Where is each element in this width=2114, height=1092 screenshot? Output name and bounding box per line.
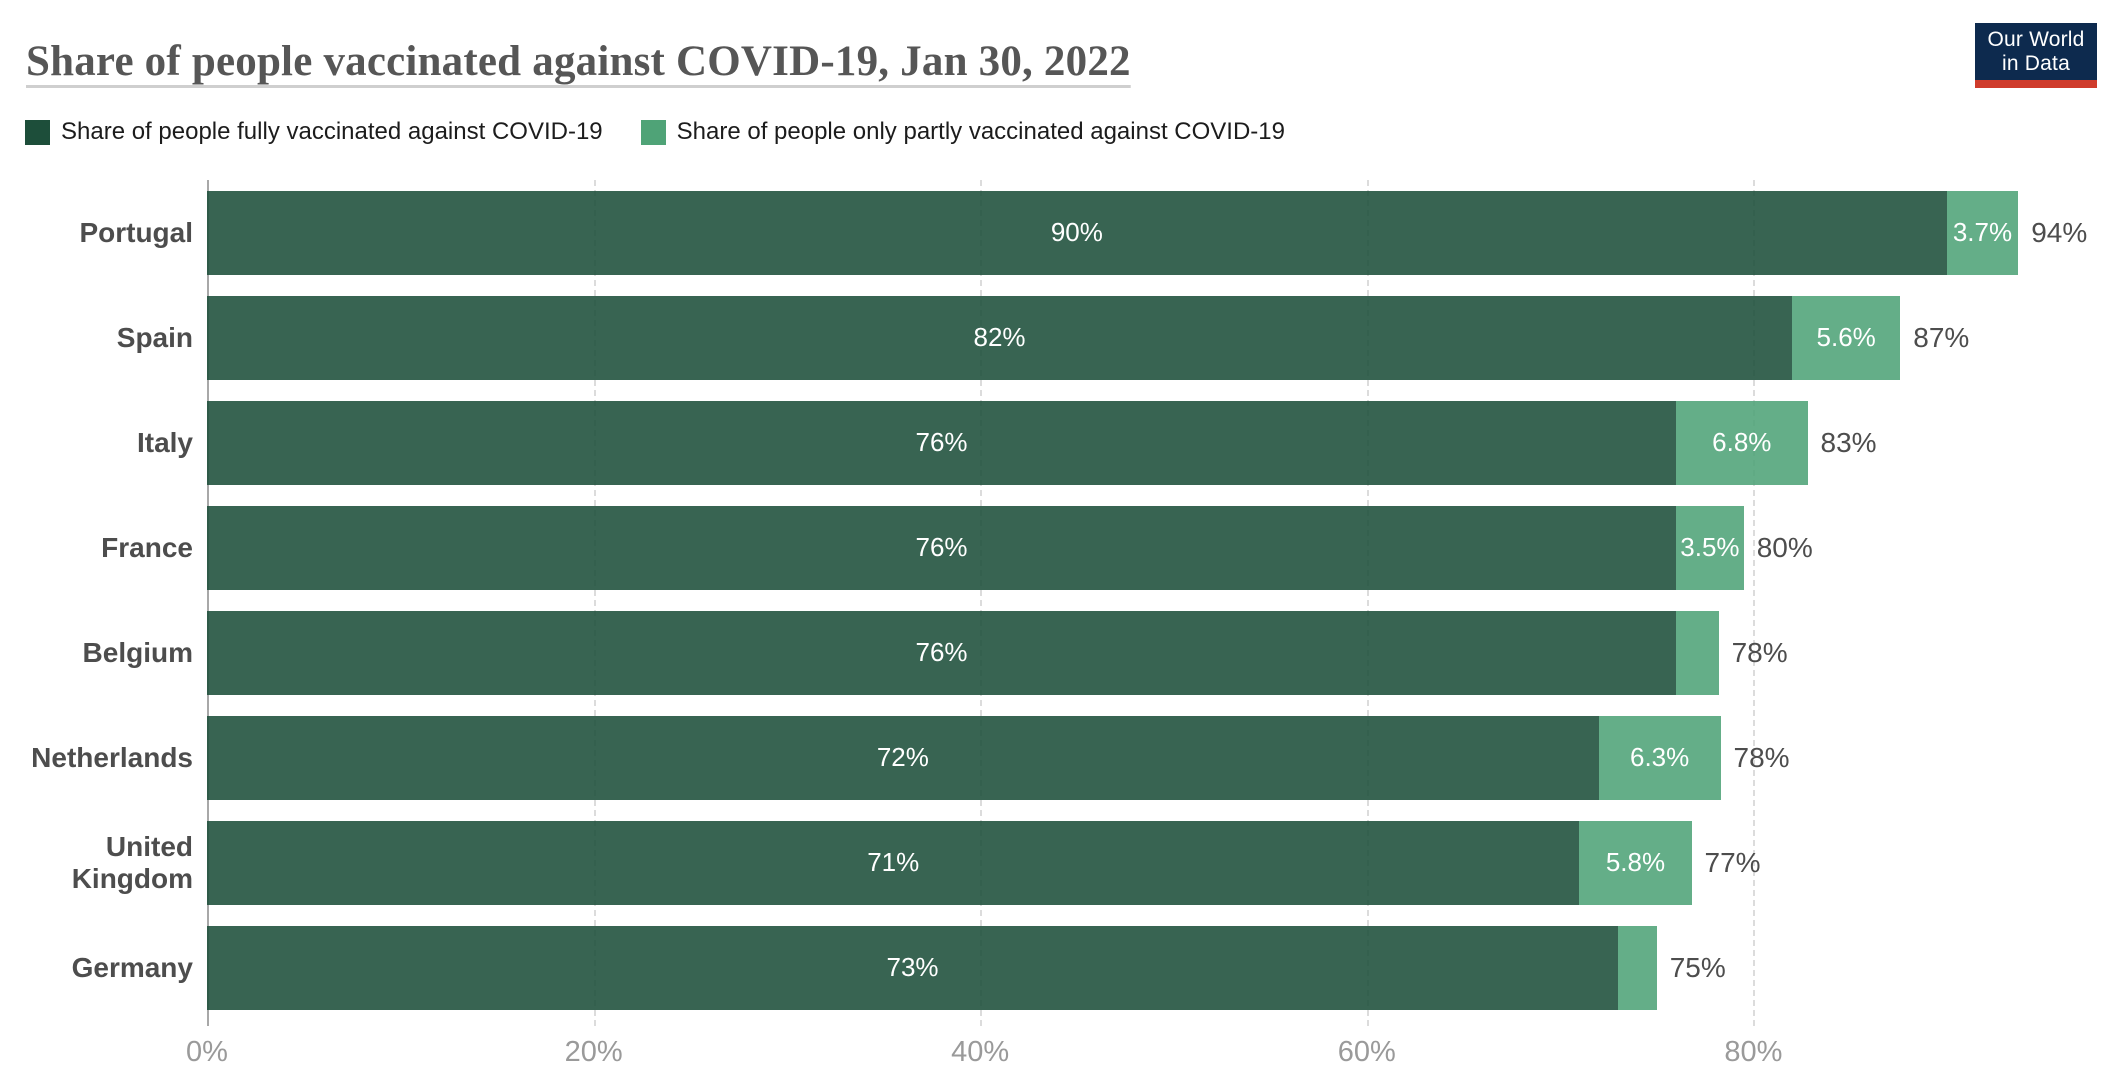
country-label: Portugal: [79, 216, 193, 248]
country-label: Italy: [136, 426, 193, 458]
total-label: 83%: [1820, 426, 1877, 458]
bar-value-label: 3.5%: [1680, 532, 1740, 562]
total-label: 87%: [1913, 321, 1970, 353]
bar-row: Spain 82% 5.6% 87%: [0, 285, 2114, 390]
legend-swatch-partly-icon: [640, 119, 666, 145]
total-label: 75%: [1669, 951, 1726, 983]
bar-value-label: 3.7%: [1952, 217, 2013, 247]
gridline: [980, 180, 983, 1026]
bar-value-label: 6.3%: [1630, 742, 1690, 772]
bar-segment-fully[interactable]: 72%: [207, 715, 1599, 800]
bar-segment-partly[interactable]: 3.7%: [1946, 190, 2019, 275]
axis-tick-label: 0%: [186, 1036, 228, 1068]
bar-segment-fully[interactable]: 76%: [207, 505, 1677, 590]
gridline: [593, 180, 596, 1026]
bar-row: Netherlands 72% 6.3% 78%: [0, 705, 2114, 810]
axis-tick-label: 20%: [564, 1036, 623, 1068]
total-label: 78%: [1731, 636, 1788, 668]
bar-stack: 76% 3.5%: [207, 505, 1744, 590]
total-label: 78%: [1733, 741, 1790, 773]
bar-value-label: 76%: [915, 427, 968, 457]
plot-rows: Portugal 90% 3.7% 94% Spain 82% 5.6% 87% Italy 76…: [0, 180, 2114, 1020]
bar-stack: 82% 5.6%: [207, 295, 1901, 380]
axis-tick-label: 60%: [1337, 1036, 1396, 1068]
legend-label-partly: Share of people only partly vaccinated a…: [676, 118, 1285, 145]
country-label: Netherlands: [31, 741, 193, 773]
legend-item-partly[interactable]: Share of people only partly vaccinated a…: [640, 118, 1285, 146]
legend-swatch-fully-icon: [25, 119, 50, 145]
bar-stack: 76% 6.8%: [207, 400, 1808, 485]
bar-segment-partly[interactable]: 6.8%: [1676, 400, 1808, 485]
bar-value-label: 72%: [876, 742, 929, 772]
bar-value-label: 76%: [915, 637, 968, 667]
bar-stack: 90% 3.7%: [207, 190, 2019, 275]
bar-value-label: 5.6%: [1816, 322, 1876, 352]
bar-segment-partly[interactable]: [1618, 925, 1657, 1010]
bar-stack: 76%: [207, 610, 1719, 695]
bar-stack: 71% 5.8%: [207, 820, 1692, 905]
country-label: Spain: [116, 321, 193, 353]
axis-tick-label: 40%: [951, 1036, 1010, 1068]
bar-value-label: 71%: [867, 847, 920, 877]
bar-segment-partly[interactable]: [1676, 610, 1719, 695]
bar-value-label: 73%: [886, 952, 939, 982]
bar-segment-fully[interactable]: 71%: [207, 820, 1580, 905]
owid-logo[interactable]: Our World in Data: [1975, 23, 2097, 88]
x-axis: 0% 20% 40% 60% 80%: [0, 1036, 2114, 1076]
bar-segment-fully[interactable]: 82%: [207, 295, 1793, 380]
bar-segment-fully[interactable]: 76%: [207, 610, 1677, 695]
bar-row: United Kingdom 71% 5.8% 77%: [0, 810, 2114, 915]
owid-logo-redbar: [1975, 80, 2097, 88]
bar-segment-partly[interactable]: 6.3%: [1598, 715, 1721, 800]
bar-row: Portugal 90% 3.7% 94%: [0, 180, 2114, 285]
country-label: Germany: [71, 951, 193, 983]
bar-value-label: 76%: [915, 532, 968, 562]
bar-row: Germany 73% 75%: [0, 915, 2114, 1020]
bar-segment-fully[interactable]: 76%: [207, 400, 1677, 485]
bar-value-label: 90%: [1050, 217, 1103, 247]
bar-segment-partly[interactable]: 5.6%: [1792, 295, 1901, 380]
legend: Share of people fully vaccinated against…: [25, 118, 1285, 146]
total-label: 77%: [1704, 846, 1761, 878]
owid-logo-line1: Our World: [1987, 27, 2085, 51]
total-label: 80%: [1756, 531, 1813, 563]
bar-row: Belgium 76% 78%: [0, 600, 2114, 705]
country-label: United Kingdom: [71, 830, 193, 894]
bar-stack: 73%: [207, 925, 1657, 1010]
bar-value-label: 5.8%: [1605, 847, 1666, 877]
bar-value-label: 6.8%: [1712, 427, 1772, 457]
total-label: 94%: [2031, 216, 2088, 248]
owid-logo-line2: in Data: [2002, 51, 2070, 75]
bar-segment-fully[interactable]: 73%: [207, 925, 1619, 1010]
country-label: France: [101, 531, 193, 563]
bar-segment-fully[interactable]: 90%: [207, 190, 1947, 275]
bar-row: France 76% 3.5% 80%: [0, 495, 2114, 600]
bar-segment-partly[interactable]: 5.8%: [1579, 820, 1692, 905]
axis-tick-label: 80%: [1724, 1036, 1783, 1068]
page-title: Share of people vaccinated against COVID…: [26, 37, 1131, 85]
gridline: [1366, 180, 1369, 1026]
bar-row: Italy 76% 6.8% 83%: [0, 390, 2114, 495]
legend-label-fully: Share of people fully vaccinated against…: [61, 118, 603, 145]
country-label: Belgium: [82, 636, 193, 668]
legend-item-fully[interactable]: Share of people fully vaccinated against…: [25, 118, 603, 146]
gridline: [1753, 180, 1756, 1026]
bar-segment-partly[interactable]: 3.5%: [1676, 505, 1744, 590]
bar-stack: 72% 6.3%: [207, 715, 1721, 800]
bar-value-label: 82%: [973, 322, 1026, 352]
plot-grid: [207, 180, 1907, 1026]
y-axis-line: [207, 180, 209, 1026]
owid-logo-text: Our World in Data: [1975, 23, 2097, 80]
